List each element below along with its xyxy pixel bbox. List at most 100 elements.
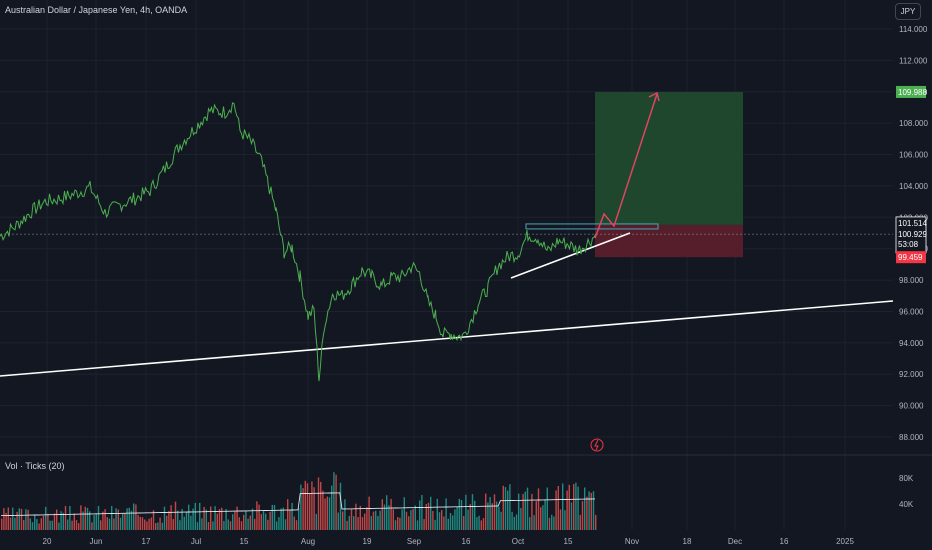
volume-bar xyxy=(262,510,265,530)
volume-bar xyxy=(405,511,408,530)
volume-bar xyxy=(199,502,201,530)
volume-bar xyxy=(194,502,196,530)
volume-bar xyxy=(443,516,445,530)
volume-bar xyxy=(339,482,342,530)
volume-bar xyxy=(3,508,5,530)
volume-bar xyxy=(152,510,155,530)
volume-bar xyxy=(47,513,49,530)
volume-bar xyxy=(595,514,597,530)
volume-bar xyxy=(137,515,139,530)
volume-bar xyxy=(291,502,293,530)
y-tick-label: 94.000 xyxy=(899,339,924,348)
volume-bar xyxy=(122,513,124,530)
volume-bar xyxy=(480,520,482,530)
volume-bar xyxy=(460,500,463,530)
y-tick-label: 90.000 xyxy=(899,402,924,411)
x-tick-label: 19 xyxy=(363,537,372,546)
volume-bar xyxy=(210,506,212,530)
volume-bar xyxy=(570,502,573,530)
volume-bar xyxy=(75,520,78,530)
y-tick-label: 104.000 xyxy=(899,182,928,191)
x-tick-label: Jul xyxy=(191,537,201,546)
volume-bar xyxy=(344,499,346,530)
volume-bar xyxy=(234,511,236,530)
volume-bar xyxy=(375,510,377,530)
volume-bar xyxy=(361,517,364,530)
volume-bar xyxy=(526,487,529,530)
volume-bar xyxy=(309,493,311,530)
stop-price-tag: 99.459 xyxy=(898,253,923,262)
volume-bar xyxy=(546,487,548,530)
volume-bar xyxy=(372,511,375,530)
volume-bar xyxy=(579,514,581,530)
volume-bar xyxy=(196,522,199,530)
volume-bar xyxy=(190,515,192,530)
volume-bar xyxy=(207,521,210,530)
volume-bar xyxy=(304,480,306,530)
volume-bar xyxy=(467,509,469,530)
volume-bar xyxy=(500,511,502,530)
volume-bar xyxy=(139,516,141,530)
volume-bar xyxy=(247,518,249,530)
volume-bar xyxy=(588,491,590,530)
volume-bar xyxy=(394,520,397,530)
volume-bar xyxy=(368,496,370,530)
volume-bar xyxy=(522,493,524,530)
volume-indicator-title[interactable]: Vol · Ticks (20) xyxy=(5,461,65,471)
volume-bar xyxy=(436,498,438,530)
current-price-tag: 100.929 xyxy=(898,230,927,239)
volume-bar xyxy=(359,505,361,530)
volume-bar xyxy=(183,516,185,530)
volume-bar xyxy=(104,509,106,530)
volume-bar xyxy=(40,518,42,530)
volume-bar xyxy=(58,522,60,530)
volume-ma-line xyxy=(0,492,595,517)
volume-bar xyxy=(425,504,427,530)
volume-bar xyxy=(150,517,152,530)
volume-bar xyxy=(278,517,280,530)
volume-bar xyxy=(386,495,388,530)
volume-bar xyxy=(163,506,166,530)
currency-button[interactable]: JPY xyxy=(895,3,921,20)
y-tick-label: 114.000 xyxy=(899,25,928,34)
volume-bar xyxy=(97,505,100,530)
volume-bar xyxy=(592,491,595,530)
x-tick-label: 17 xyxy=(142,537,151,546)
volume-bar xyxy=(203,506,205,530)
volume-bar xyxy=(25,509,27,530)
volume-bar xyxy=(214,506,216,530)
volume-bar xyxy=(113,518,115,530)
volume-bar xyxy=(12,507,14,530)
support-trendline xyxy=(0,300,894,377)
volume-bar xyxy=(282,507,284,530)
symbol-title[interactable]: Australian Dollar / Japanese Yen, 4h, OA… xyxy=(5,5,188,15)
entry-box xyxy=(525,223,659,230)
volume-bar xyxy=(273,504,276,530)
volume-bar xyxy=(265,513,267,530)
volume-bar xyxy=(331,485,333,530)
volume-bar xyxy=(45,506,47,530)
volume-bar xyxy=(463,516,465,530)
volume-bar xyxy=(201,518,203,530)
volume-bar xyxy=(302,488,304,530)
volume-bar xyxy=(289,509,291,530)
projection-arrow xyxy=(594,93,658,239)
volume-bar xyxy=(350,509,353,530)
volume-bar xyxy=(179,520,181,530)
volume-bar xyxy=(16,511,18,530)
volume-bar xyxy=(447,518,449,530)
volume-bar xyxy=(284,519,287,530)
volume-bar xyxy=(84,506,86,530)
volume-bar xyxy=(53,513,56,530)
volume-bar xyxy=(515,514,518,530)
volume-bar xyxy=(509,484,511,530)
target-price-tag-bg xyxy=(896,85,926,98)
volume-bar xyxy=(315,513,317,530)
volume-bar xyxy=(476,517,478,530)
loss-zone xyxy=(595,224,743,258)
volume-bar xyxy=(185,511,188,530)
volume-bar xyxy=(445,498,447,530)
volume-bar xyxy=(227,519,229,530)
flash-icon-bolt xyxy=(594,439,599,451)
